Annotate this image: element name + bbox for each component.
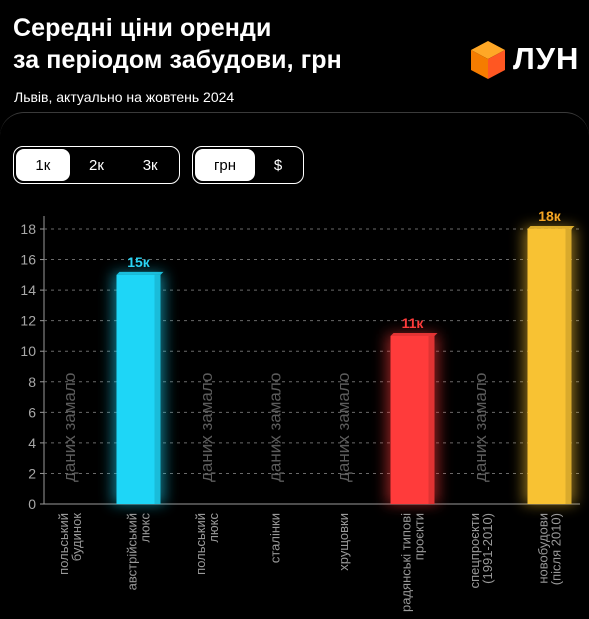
x-category-label: радянські типовіпроєкти	[399, 513, 427, 612]
no-data-label: даних замало	[471, 373, 490, 482]
no-data-label: даних замало	[334, 373, 353, 482]
y-tick-label: 2	[28, 465, 36, 481]
x-category-label-line: (після 2010)	[549, 513, 564, 585]
bar-top-face	[527, 226, 575, 229]
bar-7	[527, 229, 572, 504]
x-category-label: сталінки	[268, 513, 283, 563]
x-category-label-line: польський	[56, 513, 71, 575]
x-category-label-line: радянські типові	[399, 513, 414, 612]
bar-1	[116, 274, 161, 504]
x-category-label-line: люкс	[206, 513, 221, 543]
bar-side-shade	[428, 335, 435, 504]
page-title-line-2: за періодом забудови, грн	[13, 46, 342, 74]
y-tick-label: 4	[28, 435, 36, 451]
bar-value-label: 15к	[127, 254, 151, 270]
room-count-1k-button[interactable]: 1к	[16, 149, 70, 181]
y-tick-label: 0	[28, 496, 36, 512]
y-tick-label: 16	[20, 252, 36, 268]
y-tick-label: 8	[28, 374, 36, 390]
lun-logo: ЛУН	[468, 37, 578, 83]
page-title: Середні ціни оренди за періодом забудови…	[13, 12, 433, 76]
bar-side-shade	[154, 274, 161, 504]
x-category-label-line: австрійський	[125, 513, 140, 590]
x-category-label-line: люкс	[138, 513, 153, 543]
logo-text: ЛУН	[513, 41, 580, 76]
bar-side-shade	[565, 229, 572, 504]
content-panel-edge	[0, 112, 589, 143]
room-count-toggle: 1к 2к 3к	[13, 146, 180, 184]
y-tick-label: 6	[28, 404, 36, 420]
orange-cube-icon	[471, 41, 505, 79]
x-category-label: новобудови(після 2010)	[536, 513, 564, 585]
page-subtitle: Львів, актуально на жовтень 2024	[14, 89, 235, 105]
x-category-label-line: будинок	[69, 513, 84, 561]
x-category-label-line: проєкти	[412, 513, 427, 560]
bar-value-label: 11к	[402, 315, 425, 331]
bar-top-face	[390, 332, 438, 336]
header: Середні ціни оренди за періодом забудови…	[0, 0, 589, 128]
bar-5	[390, 335, 435, 504]
bar-value-label: 18к	[538, 208, 562, 224]
x-category-label-line: сталінки	[268, 513, 283, 563]
bar-top-face	[116, 271, 164, 275]
y-tick-label: 18	[20, 221, 36, 237]
x-category-label-line: польський	[193, 513, 208, 575]
currency-uah-button[interactable]: грн	[195, 149, 255, 181]
no-data-label: даних замало	[197, 373, 216, 482]
currency-usd-button[interactable]: $	[273, 156, 283, 174]
room-count-2k-button[interactable]: 2к	[89, 156, 104, 174]
y-tick-label: 12	[20, 313, 36, 329]
y-tick-label: 10	[20, 343, 36, 359]
x-category-label: польськийбудинок	[56, 513, 84, 575]
currency-toggle: грн $	[192, 146, 304, 184]
x-category-label: австрійськийлюкс	[125, 513, 153, 591]
x-category-label-line: (1991-2010)	[480, 513, 495, 584]
no-data-label: даних замало	[266, 373, 285, 482]
x-category-label-line: спецпроєкти	[467, 513, 482, 588]
page-title-line-1: Середні ціни оренди	[13, 14, 272, 42]
x-category-label-line: новобудови	[536, 513, 551, 584]
x-category-label: польськийлюкс	[193, 513, 221, 575]
x-category-label: хрущовки	[336, 513, 351, 571]
x-category-label-line: хрущовки	[336, 513, 351, 571]
y-tick-label: 14	[20, 282, 36, 298]
no-data-label: даних замало	[60, 373, 79, 482]
x-category-label: спецпроєкти(1991-2010)	[467, 513, 495, 588]
room-count-3k-button[interactable]: 3к	[142, 156, 158, 174]
